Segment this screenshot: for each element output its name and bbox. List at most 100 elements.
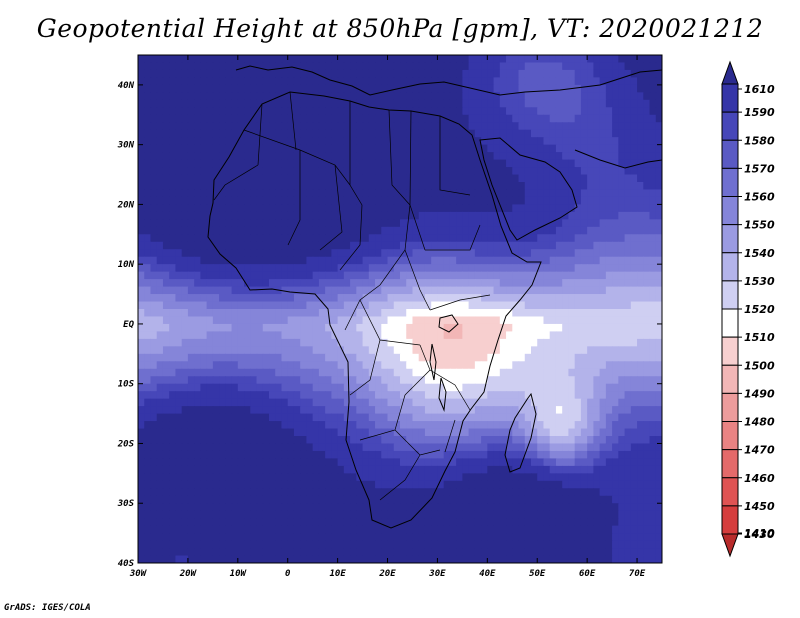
field-cell (562, 391, 570, 400)
field-cell (343, 137, 351, 146)
field-cell (162, 69, 170, 79)
field-cell (318, 406, 326, 415)
field-cell (269, 391, 276, 400)
field-cell (418, 338, 426, 347)
field-cell (225, 62, 233, 71)
field-cell (331, 316, 339, 325)
field-cell (599, 84, 607, 93)
field-cell (493, 241, 501, 250)
field-cell (487, 286, 495, 295)
field-cell (574, 480, 582, 489)
field-cell (449, 226, 457, 235)
field-cell (381, 428, 389, 437)
field-cell (187, 398, 195, 407)
field-cell (624, 69, 632, 79)
field-cell (156, 99, 164, 108)
field-cell (649, 226, 657, 235)
field-cell (343, 211, 351, 220)
field-cell (481, 301, 488, 310)
field-cell (138, 428, 145, 437)
field-cell (618, 361, 626, 370)
field-cell (474, 211, 482, 220)
field-cell (543, 421, 551, 430)
field-cell (237, 62, 245, 71)
field-cell (312, 129, 320, 138)
field-cell (187, 174, 195, 183)
field-cell (424, 465, 432, 474)
field-cell (524, 196, 532, 206)
field-cell (206, 376, 214, 385)
field-cell (568, 376, 576, 385)
field-cell (518, 234, 526, 243)
field-cell (587, 316, 594, 325)
field-cell (424, 428, 432, 437)
field-cell (212, 473, 220, 482)
field-cell (468, 398, 476, 407)
field-cell (512, 152, 520, 161)
field-cell (162, 436, 170, 445)
field-cell (331, 122, 339, 131)
field-cell (618, 234, 626, 243)
field-cell (212, 323, 220, 333)
field-cell (418, 196, 426, 206)
field-cell (568, 346, 576, 355)
field-cell (555, 488, 563, 497)
field-cell (462, 144, 470, 153)
field-cell (325, 443, 332, 452)
field-cell (250, 92, 258, 101)
field-cell (512, 286, 520, 295)
field-cell (393, 182, 401, 191)
field-cell (612, 264, 619, 273)
field-cell (318, 249, 326, 258)
field-cell (225, 99, 233, 108)
field-cell (275, 271, 283, 280)
field-cell (605, 196, 613, 206)
field-cell (649, 211, 657, 220)
field-cell (587, 55, 594, 64)
field-cell (418, 331, 426, 340)
field-cell (375, 286, 382, 295)
field-cell (655, 234, 662, 243)
field-cell (387, 219, 395, 228)
field-cell (162, 450, 170, 460)
field-cell (537, 167, 545, 176)
field-cell (219, 271, 226, 280)
field-cell (649, 114, 657, 123)
field-cell (437, 450, 445, 460)
field-cell (287, 189, 295, 198)
field-cell (312, 196, 320, 206)
field-cell (325, 331, 332, 340)
field-cell (219, 361, 226, 370)
field-cell (169, 211, 177, 220)
field-cell (250, 204, 258, 213)
field-cell (580, 331, 588, 340)
field-cell (350, 226, 357, 235)
field-cell (580, 144, 588, 153)
field-cell (518, 398, 526, 407)
field-cell (206, 271, 214, 280)
field-cell (169, 107, 177, 116)
field-cell (618, 279, 626, 288)
field-cell (250, 323, 258, 333)
field-cell (499, 204, 507, 213)
field-cell (138, 144, 145, 153)
field-cell (637, 301, 644, 310)
field-cell (424, 107, 432, 116)
field-cell (381, 234, 389, 243)
field-cell (231, 465, 239, 474)
field-cell (300, 488, 308, 497)
field-cell (318, 443, 326, 452)
field-cell (499, 316, 507, 325)
field-cell (493, 159, 501, 168)
field-cell (587, 234, 594, 243)
field-cell (387, 174, 395, 183)
field-cell (312, 77, 320, 86)
field-cell (487, 189, 495, 198)
field-cell (200, 159, 208, 168)
field-cell (506, 174, 513, 183)
field-cell (537, 241, 545, 250)
field-cell (325, 406, 332, 415)
field-cell (175, 480, 183, 489)
field-cell (219, 450, 226, 460)
field-cell (518, 204, 526, 213)
